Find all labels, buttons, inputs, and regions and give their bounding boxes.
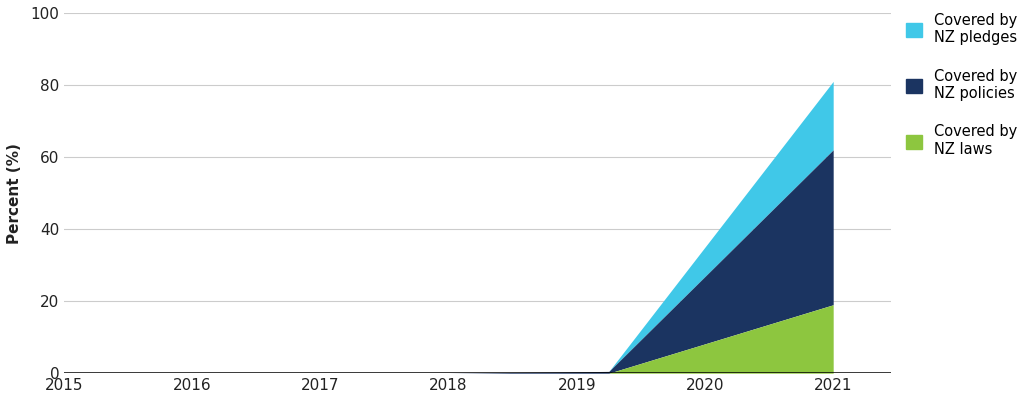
Y-axis label: Percent (%): Percent (%) bbox=[7, 143, 22, 244]
Legend: Covered by
NZ pledges, Covered by
NZ policies, Covered by
NZ laws: Covered by NZ pledges, Covered by NZ pol… bbox=[906, 13, 1018, 157]
